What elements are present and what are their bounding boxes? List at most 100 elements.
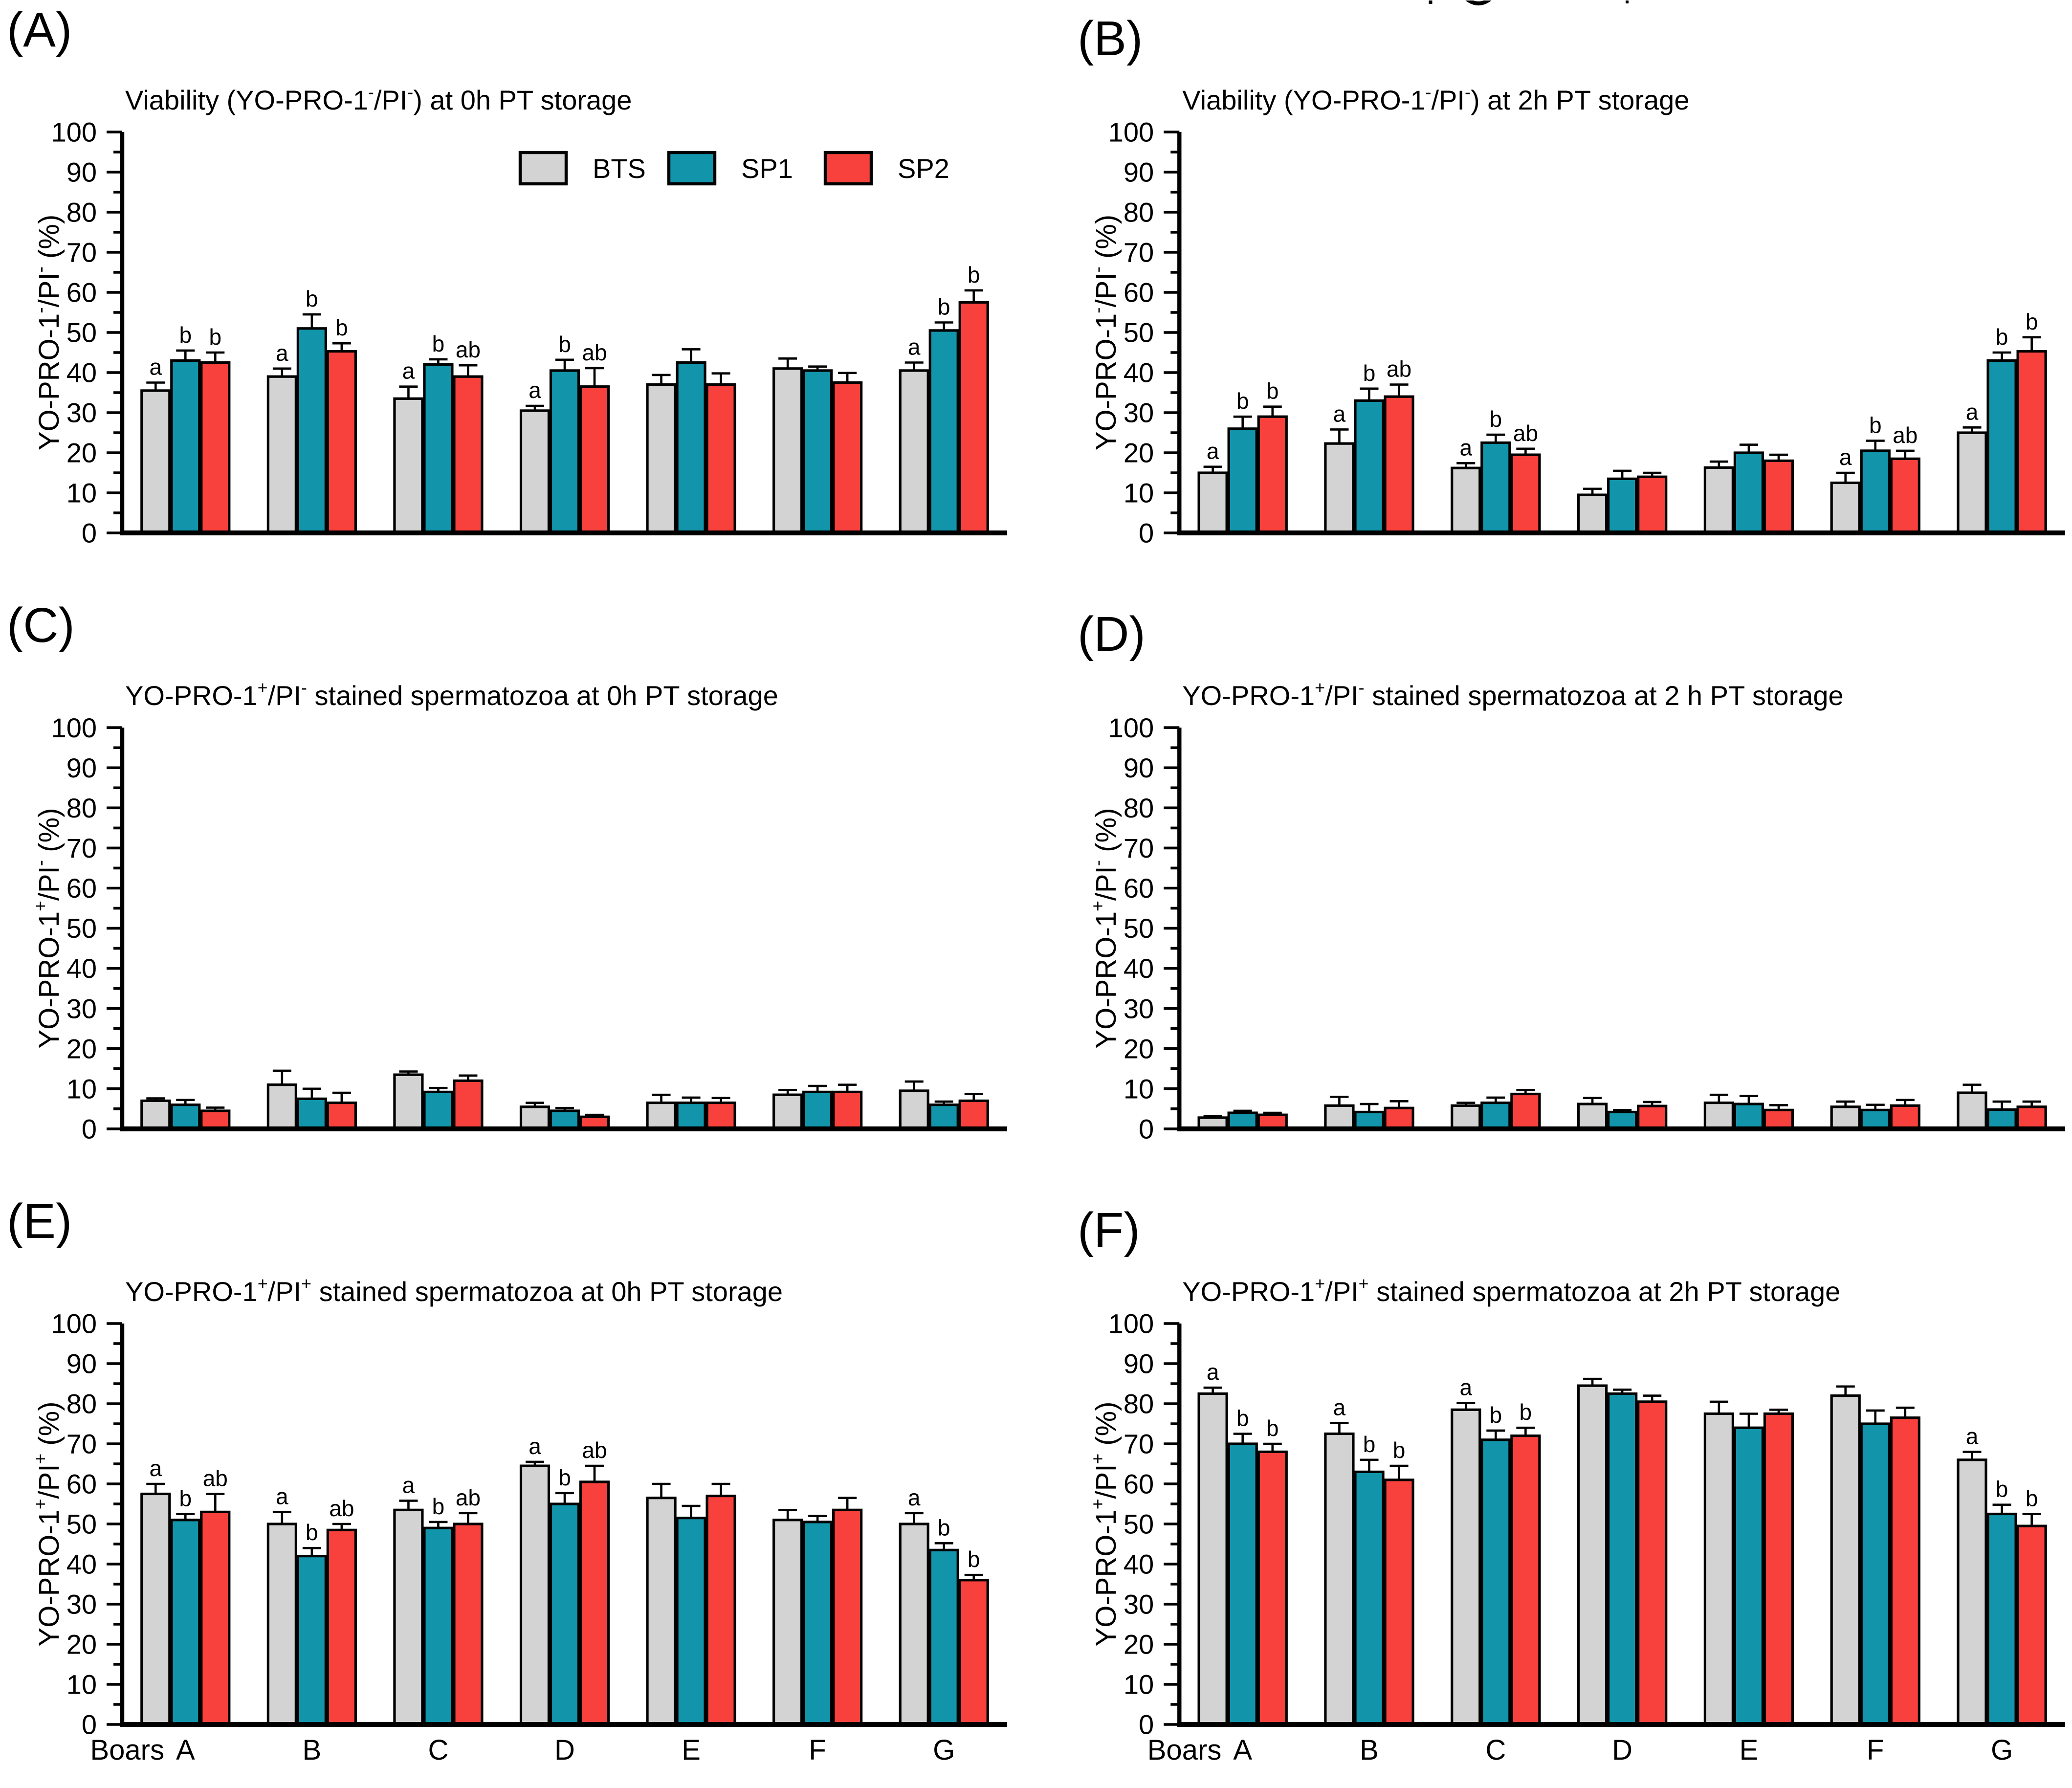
y-tick-label: 30 — [1124, 993, 1154, 1024]
y-tick-label: 40 — [1124, 357, 1154, 388]
bar-E-BTS — [646, 383, 677, 534]
sig-letter: a — [1459, 1374, 1472, 1400]
chart-root: aaaabbbbbbbb0102030405060708090100YO-PRO… — [1087, 1274, 2065, 1766]
bar-C-BTS — [393, 397, 424, 534]
bar-D-BTS — [519, 1464, 551, 1726]
bar-E-SP2 — [705, 1101, 736, 1130]
clipped-text-artifact-svg — [1429, 0, 1629, 5]
y-tick-label: 50 — [1124, 1509, 1154, 1540]
sig-letter: b — [1869, 412, 1882, 438]
bar-B-SP2 — [326, 1101, 357, 1130]
x-category-label: E — [1740, 1734, 1759, 1766]
y-tick-label: 20 — [66, 1033, 97, 1064]
bar-E-SP1 — [1733, 1426, 1764, 1726]
bar-G-SP2 — [2016, 1105, 2047, 1130]
sig-letter: a — [529, 377, 541, 403]
chart-F: aaaabbbbbbbb0102030405060708090100YO-PRO… — [1087, 1274, 2065, 1766]
y-tick-label: 30 — [66, 1589, 97, 1620]
bar-A-SP2 — [1257, 1450, 1288, 1726]
legend-label-SP2: SP2 — [898, 153, 949, 184]
bar-B-SP2 — [326, 1528, 357, 1726]
y-tick-label: 10 — [66, 1669, 97, 1700]
y-tick-label: 60 — [66, 873, 97, 904]
y-tick-label: 20 — [1124, 1033, 1154, 1064]
bar-B-SP1 — [296, 1554, 327, 1726]
legend-swatch-SP1 — [667, 151, 717, 186]
sig-letter: b — [179, 1486, 192, 1511]
bar-F-BTS — [1830, 1394, 1861, 1726]
y-tick-label: 10 — [1124, 1669, 1154, 1700]
sig-letter: b — [1490, 406, 1502, 432]
sig-letter: b — [938, 294, 950, 320]
bar-A-SP1 — [170, 359, 201, 534]
y-tick-label: 80 — [66, 197, 97, 228]
bar-C-SP2 — [1510, 1435, 1541, 1726]
bar-E-SP2 — [1763, 1108, 1794, 1130]
sig-letter: b — [432, 331, 445, 356]
sig-letter: b — [306, 286, 318, 311]
bar-E-BTS — [1703, 1412, 1735, 1726]
bar-G-SP2 — [958, 301, 989, 534]
bar-B-SP2 — [326, 350, 357, 534]
y-tick-label: 60 — [66, 277, 97, 308]
bar-C-SP2 — [453, 1523, 484, 1726]
y-tick-label: 80 — [1124, 197, 1154, 228]
panel-B-letter: (B) — [1078, 11, 1143, 66]
x-axis-prefix: Boars — [1147, 1734, 1222, 1766]
legend-label-SP1: SP1 — [741, 153, 793, 184]
bar-F-SP2 — [832, 381, 863, 534]
bar-D-SP1 — [549, 1109, 580, 1130]
bar-F-BTS — [772, 1093, 803, 1130]
bar-D-BTS — [1577, 1103, 1608, 1130]
y-tick-label: 50 — [1124, 913, 1154, 944]
chart-title: YO-PRO-1+/PI+ stained spermatozoa at 2h … — [1182, 1274, 1840, 1306]
panel-E-letter: (E) — [7, 1194, 72, 1249]
bar-F-SP1 — [802, 369, 833, 534]
y-tick-label: 80 — [66, 793, 97, 823]
y-axis-label: YO-PRO-1+/PI- (%) — [1087, 808, 1122, 1049]
bar-D-SP2 — [1637, 1400, 1668, 1726]
bar-G-SP2 — [2016, 1524, 2047, 1726]
bar-E-SP2 — [705, 383, 736, 534]
panel-B: a a a a a b b b b b b ab ab ab b 0 10 20 30 40 50 60 70 80 90 100… — [1036, 0, 2072, 596]
y-tick-label: 80 — [1124, 1389, 1154, 1419]
bar-B-SP1 — [296, 327, 327, 534]
y-tick-label: 30 — [66, 993, 97, 1024]
sig-letter: a — [149, 354, 162, 380]
bar-F-SP2 — [1890, 457, 1920, 534]
bar-E-SP1 — [676, 1101, 706, 1130]
y-tick-label: 70 — [66, 833, 97, 863]
x-category-label: G — [933, 1734, 955, 1766]
sig-letter: ab — [456, 337, 481, 362]
bar-E-BTS — [1703, 466, 1735, 534]
y-tick-label: 40 — [66, 357, 97, 388]
bar-C-SP1 — [1480, 1438, 1511, 1726]
sig-letter: a — [1333, 1394, 1346, 1420]
legend-label-BTS: BTS — [593, 153, 646, 184]
y-tick-label: 50 — [1124, 317, 1154, 348]
sig-letter: a — [908, 1485, 921, 1510]
y-tick-label: 0 — [1139, 1709, 1154, 1740]
y-tick-label: 30 — [1124, 397, 1154, 428]
bar-B-BTS — [1324, 442, 1355, 534]
y-tick-label: 60 — [66, 1469, 97, 1500]
y-tick-label: 50 — [66, 317, 97, 348]
bar-C-SP1 — [1480, 441, 1511, 534]
chart-D: 0 10 20 30 40 50 60 70 80 90 100 YO-PRO-1+/PI- stai… — [1087, 678, 2065, 1145]
bar-E-SP1 — [676, 361, 706, 534]
panel-A-letter: (A) — [7, 2, 72, 57]
y-tick-label: 40 — [1124, 953, 1154, 984]
y-tick-label: 100 — [51, 117, 97, 148]
sig-letter: a — [1459, 435, 1472, 460]
x-category-label: B — [303, 1734, 322, 1766]
sig-letter: b — [306, 1520, 318, 1545]
y-tick-label: 0 — [1139, 1114, 1154, 1145]
sig-letter: a — [908, 334, 921, 360]
y-tick-label: 80 — [1124, 793, 1154, 823]
y-tick-label: 20 — [1124, 1629, 1154, 1660]
